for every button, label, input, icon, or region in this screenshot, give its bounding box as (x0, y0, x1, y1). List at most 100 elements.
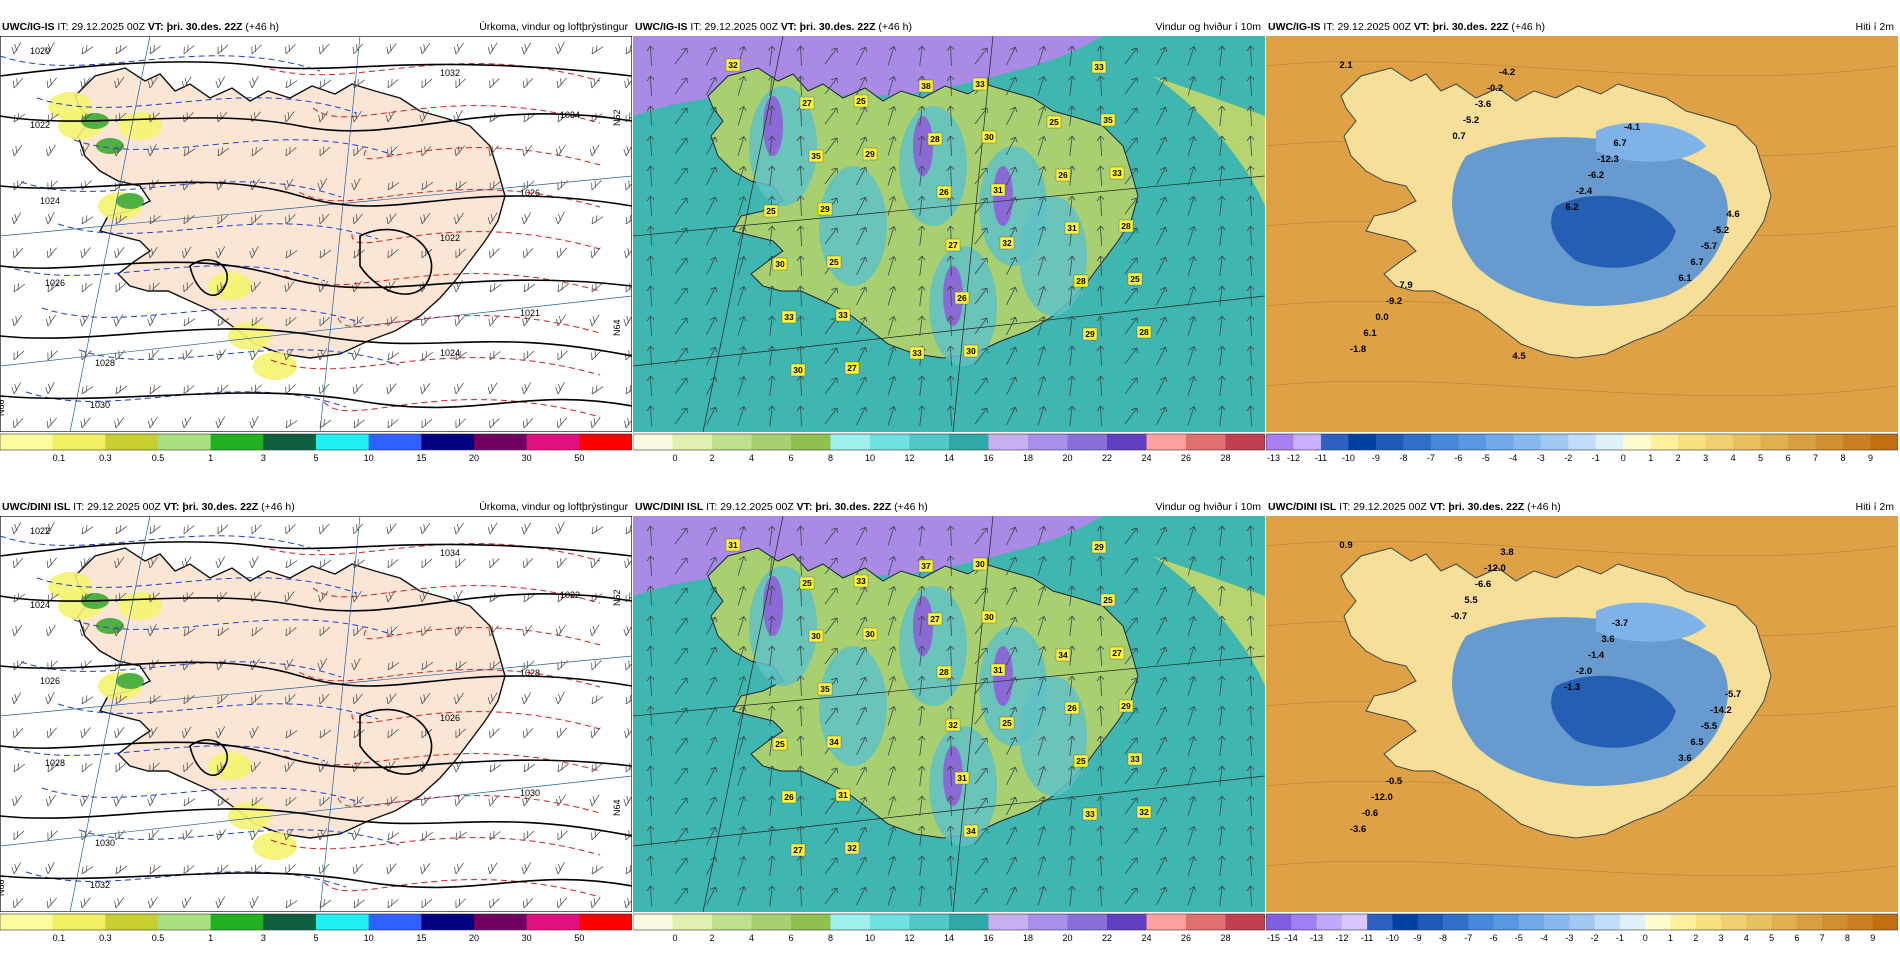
wind-barb (624, 659, 632, 671)
wind-arrow (1187, 706, 1197, 726)
temp-value: -5.2 (1713, 225, 1729, 236)
wind-barb (591, 762, 603, 773)
wind-arrow (856, 376, 868, 396)
wind-barb (557, 350, 568, 361)
wind-arrow (767, 555, 776, 576)
wind-barb (420, 625, 432, 637)
temp-value: -1.4 (1588, 650, 1605, 661)
wind-arrow (674, 197, 688, 215)
gust-value: 34 (829, 737, 839, 747)
wind-barb (114, 829, 126, 841)
warm-isotherm (298, 189, 601, 208)
colorbar-swatch (1619, 914, 1646, 930)
wind-arrow (1156, 586, 1168, 606)
wind-arrow (1037, 286, 1047, 306)
wind-arrow (1037, 46, 1047, 66)
land-area (1153, 76, 1265, 206)
lat-label: N64 (612, 799, 622, 816)
wind-barb (80, 557, 91, 569)
temp-value: 3.6 (1678, 753, 1691, 764)
wind-arrow (1156, 166, 1168, 186)
gust-label: 26 (954, 291, 970, 305)
wind-barb (523, 830, 535, 841)
colorbar-label: 8 (1845, 933, 1850, 943)
wind-arrow (767, 645, 776, 666)
gust-value: 27 (948, 240, 958, 250)
wind-barb (488, 795, 499, 807)
colorbar-label: 24 (1141, 933, 1151, 943)
wind-arrow (946, 375, 955, 397)
wind-arrow (646, 795, 655, 817)
wind-barb (351, 590, 362, 603)
wind-barb (149, 864, 161, 875)
colorbar-swatch (105, 434, 159, 450)
colorbar-label: -6 (1454, 453, 1462, 463)
gust-label: 33 (835, 308, 851, 322)
wind-barb (45, 862, 55, 875)
graticule-line (69, 36, 151, 432)
wind-barb (351, 828, 361, 841)
wind-arrow (737, 76, 747, 96)
wind-barb (115, 385, 128, 395)
wind-barb (387, 316, 398, 327)
wind-barb (114, 349, 126, 361)
wind-arrow (917, 705, 926, 726)
wind-barb (45, 624, 56, 637)
wind-arrow (1006, 316, 1018, 336)
colorbar-label: -7 (1464, 933, 1472, 943)
very-cold-area (1551, 195, 1676, 268)
wind-arrow (796, 855, 805, 877)
wind-arrow (974, 677, 988, 695)
wind-barb (522, 897, 534, 909)
graticule-line (633, 295, 1265, 367)
wind-barb (555, 862, 565, 875)
isobar-label: 1026 (520, 188, 540, 198)
wind-barb (45, 382, 55, 395)
cold-isotherm (20, 661, 342, 678)
colorbar-swatch (1146, 434, 1187, 450)
gust-label: 32 (1136, 805, 1152, 819)
wind-arrow (917, 615, 926, 636)
wind-barb (251, 694, 262, 705)
colorbar-label: -2 (1591, 933, 1599, 943)
wind-arrow (767, 795, 776, 816)
colorbar-label: 0 (673, 453, 678, 463)
colorbar-label: 4 (1731, 453, 1736, 463)
gust-value: 32 (847, 843, 857, 853)
wind-barb (81, 762, 93, 773)
colorbar-swatch (1067, 914, 1108, 930)
colorbar-swatch (368, 434, 422, 450)
wind-arrow (856, 46, 868, 66)
wind-arrow (887, 856, 897, 876)
warm-isotherm (351, 231, 601, 250)
gust-value: 32 (1002, 238, 1012, 248)
wind-barb (591, 180, 602, 191)
cold-isotherm (73, 619, 395, 636)
wind-barb (149, 524, 161, 535)
wind-barb (80, 247, 91, 259)
wind-barb (455, 660, 467, 671)
wind-barb (251, 524, 262, 535)
wind-barb (387, 831, 400, 841)
wind-barb (624, 246, 632, 259)
isobar-line (189, 739, 228, 777)
wind-barb (183, 864, 195, 875)
gust-label: 31 (835, 788, 851, 802)
wind-barb (183, 282, 194, 293)
colorbar-label: 2 (1693, 933, 1698, 943)
wind-barb (12, 314, 23, 327)
colorbar-swatch (1788, 434, 1817, 450)
wind-arrow (646, 765, 655, 787)
gust-label: 25 (1100, 593, 1116, 607)
colorbar-swatch (751, 914, 792, 930)
wind-arrow (974, 827, 988, 845)
wind-arrow (706, 136, 718, 156)
gust-label: 33 (909, 346, 925, 360)
isobar-label: 1026 (45, 278, 65, 288)
temp-value: -0.5 (1386, 776, 1403, 787)
wind-barb (521, 382, 532, 395)
wind-arrow (767, 765, 776, 786)
gust-label: 28 (927, 132, 943, 146)
wind-arrow (1006, 286, 1018, 306)
colorbar-swatch (1341, 914, 1368, 930)
